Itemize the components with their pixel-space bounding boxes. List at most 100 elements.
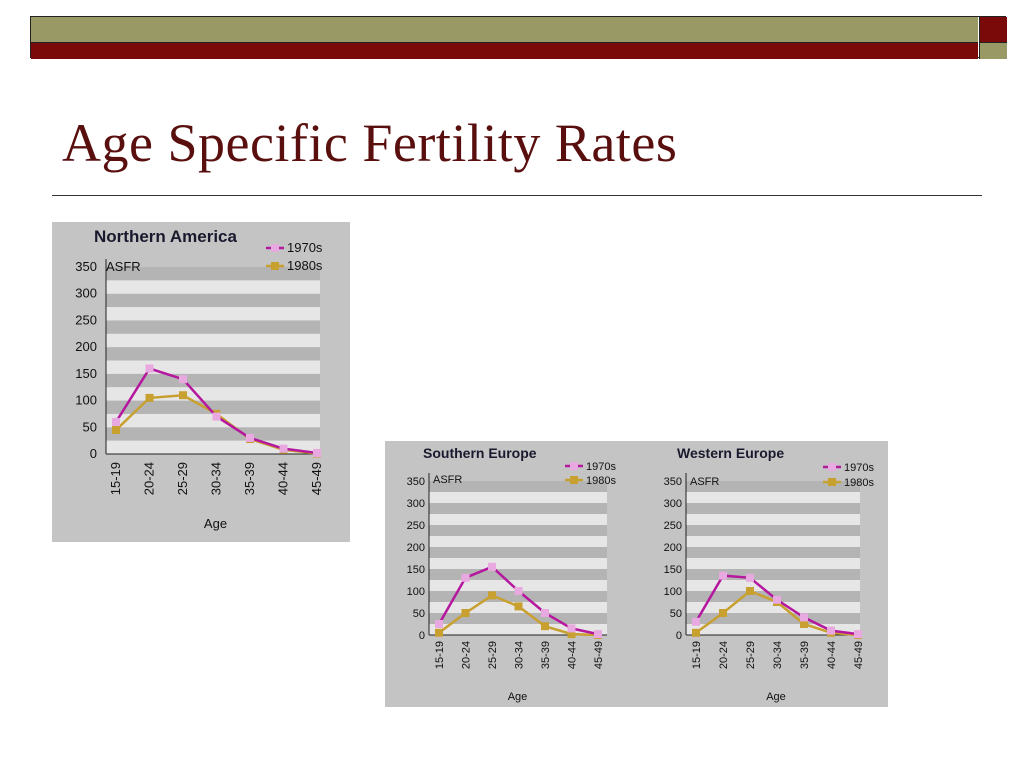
- x-tick-label: 45-49: [853, 641, 865, 669]
- grid-band: [686, 525, 860, 536]
- y-tick-label: 50: [83, 419, 97, 434]
- x-tick-label: 20-24: [142, 462, 157, 495]
- grid-band: [686, 481, 860, 492]
- chart-southern-europe: 0 50 100 150 200 250 300 350 15-19 20-24 25-29 30-3…: [385, 441, 635, 707]
- y-tick-label: 350: [664, 476, 682, 488]
- x-tick-label: 35-39: [540, 641, 552, 669]
- grid-band: [429, 580, 607, 591]
- data-point-1980s-40-44: [567, 630, 576, 639]
- y-axis-label: ASFR: [106, 259, 141, 274]
- y-tick-label: 0: [90, 446, 97, 461]
- x-tick-label: 30-34: [209, 462, 224, 495]
- grid-band: [429, 514, 607, 525]
- x-tick-label: 15-19: [691, 641, 703, 669]
- data-point-1970s-35-39: [541, 609, 549, 617]
- legend-swatch-marker: [271, 244, 279, 252]
- grid-band: [429, 536, 607, 547]
- data-point-1980s-15-19: [112, 425, 120, 434]
- y-tick-label: 200: [407, 542, 425, 554]
- grid-band: [106, 280, 320, 294]
- grid-band: [106, 387, 320, 401]
- chart-western-europe: 0 50 100 150 200 250 300 350 15-19 20-24 25-29 30-3…: [635, 441, 888, 707]
- y-tick-label: 300: [407, 498, 425, 510]
- data-point-1980s-25-29: [179, 391, 187, 400]
- x-tick-label: 30-34: [514, 641, 526, 669]
- x-tick-label: 35-39: [242, 462, 257, 495]
- data-point-1980s-30-34: [514, 602, 523, 611]
- x-tick-label: 25-29: [175, 462, 190, 495]
- y-axis-label: ASFR: [690, 476, 719, 488]
- grid-band: [106, 267, 320, 281]
- y-tick-label: 150: [664, 564, 682, 576]
- grid-band: [106, 360, 320, 374]
- chart-title: Northern America: [94, 227, 238, 246]
- y-tick-label: 50: [413, 608, 425, 620]
- data-point-1970s-15-19: [112, 417, 120, 426]
- x-tick-label: 15-19: [434, 641, 446, 669]
- data-point-1980s-35-39: [800, 620, 808, 628]
- x-tick-label: 25-29: [487, 641, 499, 669]
- x-tick-label: 20-24: [718, 641, 730, 669]
- grid-band: [686, 536, 860, 547]
- x-tick-label: 20-24: [461, 641, 473, 669]
- data-point-1980s-20-24: [461, 609, 470, 617]
- data-point-1970s-30-34: [514, 587, 523, 595]
- grid-band: [686, 613, 860, 624]
- grid-band: [106, 333, 320, 348]
- data-point-1970s-40-44: [827, 626, 835, 635]
- data-point-1970s-45-49: [313, 448, 321, 457]
- data-point-1970s-35-39: [800, 613, 808, 622]
- legend-label: 1980s: [844, 477, 874, 489]
- grid-band: [106, 320, 320, 334]
- data-point-1980s-25-29: [746, 587, 754, 595]
- header-maroon-band: [31, 42, 978, 59]
- grid-band: [106, 293, 320, 308]
- chart-svg-northern-america: 0 50 100 150 200 250 300 350 15-19 20-24 25-29 30-3…: [75, 227, 324, 531]
- grid-band: [686, 580, 860, 591]
- grid-band: [686, 624, 860, 635]
- grid-band: [429, 547, 607, 558]
- y-tick-label: 150: [75, 366, 97, 381]
- legend-swatch-marker: [828, 478, 836, 486]
- data-point-1970s-20-24: [461, 573, 470, 582]
- data-point-1980s-15-19: [435, 628, 443, 637]
- y-tick-label: 300: [664, 498, 682, 510]
- y-tick-label: 150: [407, 564, 425, 576]
- x-tick-label: 25-29: [745, 641, 757, 669]
- y-tick-label: 0: [676, 630, 682, 642]
- y-tick-label: 100: [75, 393, 97, 408]
- data-point-1970s-40-44: [279, 444, 288, 453]
- grid-band: [106, 440, 320, 454]
- data-point-1970s-40-44: [567, 624, 576, 633]
- grid-band: [429, 569, 607, 580]
- y-tick-label: 300: [75, 286, 97, 301]
- legend-swatch-marker: [271, 262, 279, 270]
- chart-title: Southern Europe: [423, 445, 537, 461]
- grid-band: [106, 427, 320, 441]
- data-point-1980s-20-24: [145, 393, 154, 402]
- legend-label: 1980s: [287, 258, 323, 273]
- data-point-1980s-15-19: [692, 628, 700, 637]
- legend-swatch-marker: [828, 463, 836, 471]
- data-point-1970s-20-24: [145, 364, 154, 373]
- data-point-1970s-25-29: [179, 375, 187, 384]
- y-tick-label: 100: [407, 586, 425, 598]
- data-point-1970s-45-49: [854, 630, 862, 639]
- y-tick-label: 350: [75, 259, 97, 274]
- data-point-1970s-35-39: [246, 433, 254, 442]
- data-point-1970s-25-29: [746, 573, 754, 582]
- x-tick-label: 40-44: [826, 641, 838, 669]
- y-axis-label: ASFR: [433, 474, 462, 486]
- x-tick-label: 45-49: [309, 462, 324, 495]
- data-point-1970s-15-19: [435, 620, 443, 628]
- header-olive-band: [31, 17, 978, 42]
- y-tick-label: 350: [407, 476, 425, 488]
- y-tick-label: 250: [75, 312, 97, 327]
- grid-band: [686, 492, 860, 503]
- x-tick-label: 45-49: [593, 641, 605, 669]
- y-tick-label: 100: [664, 586, 682, 598]
- chart-svg-southern-europe: 0 50 100 150 200 250 300 350 15-19 20-24 25-29 30-3…: [407, 445, 617, 703]
- grid-band: [106, 373, 320, 388]
- grid-band: [429, 624, 607, 635]
- grid-band: [429, 503, 607, 514]
